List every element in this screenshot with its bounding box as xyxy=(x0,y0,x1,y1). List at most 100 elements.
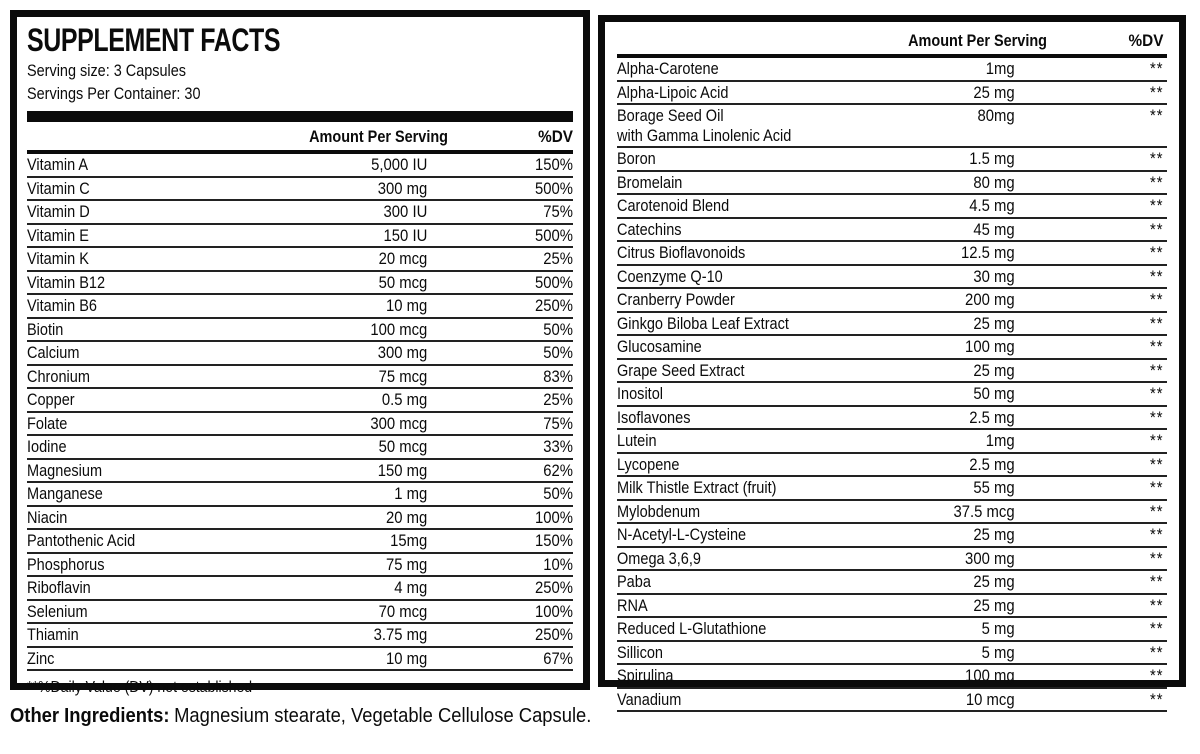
ingredient-row: Coenzyme Q-10 30 mg ** xyxy=(617,266,1167,289)
ingredient-name-block: Grape Seed Extract xyxy=(617,362,877,382)
ingredient-amount: 1mg xyxy=(985,432,1015,450)
ingredient-row: Paba 25 mg ** xyxy=(617,571,1167,595)
ingredient-amount: 5 mg xyxy=(981,643,1015,662)
ingredient-name: Iodine xyxy=(27,438,67,456)
left-table-header: Amount Per Serving %DV xyxy=(27,122,573,154)
ingredient-name: Zinc xyxy=(27,649,55,668)
ingredient-dv: 150% xyxy=(535,532,573,550)
ingredient-dv: 100% xyxy=(535,602,573,621)
ingredient-dv: 500% xyxy=(535,226,573,245)
ingredient-dv: 250% xyxy=(535,579,573,597)
ingredient-amount: 10 mg xyxy=(386,649,428,668)
ingredient-dv: ** xyxy=(1150,107,1164,125)
other-ingredients-line: Other Ingredients: Magnesium stearate, Ve… xyxy=(10,705,591,728)
ingredient-name-block: N-Acetyl-L-Cysteine xyxy=(617,526,877,546)
ingredient-dv: ** xyxy=(1150,83,1164,102)
ingredient-row: Reduced L-Glutathione 5 mg ** xyxy=(617,618,1167,642)
ingredient-row: Sillicon 5 mg ** xyxy=(617,642,1167,665)
ingredient-name: Vitamin K xyxy=(27,250,89,268)
ingredient-dv: ** xyxy=(1150,643,1164,662)
ingredient-name: Calcium xyxy=(27,344,80,362)
ingredient-row: Magnesium 150 mg 62% xyxy=(27,460,573,483)
ingredient-row: Mylobdenum 37.5 mcg ** xyxy=(617,501,1167,524)
ingredient-name: RNA xyxy=(617,596,648,615)
ingredient-name: Isoflavones xyxy=(617,408,691,427)
ingredient-name: Copper xyxy=(27,391,75,409)
ingredient-name: Niacin xyxy=(27,508,68,527)
ingredient-name-block: Mylobdenum xyxy=(617,503,877,523)
ingredient-name: Vitamin D xyxy=(27,203,90,221)
ingredient-row: Niacin 20 mg 100% xyxy=(27,507,573,530)
supplement-facts-title: SUPPLEMENT FACTS xyxy=(27,22,281,58)
ingredient-dv: 50% xyxy=(543,344,573,362)
ingredient-amount: 25 mg xyxy=(973,83,1015,102)
ingredient-name-block: Cranberry Powder xyxy=(617,291,877,311)
ingredient-dv: 75% xyxy=(543,203,573,221)
ingredient-dv: ** xyxy=(1150,197,1164,215)
ingredient-name: Spirulina xyxy=(617,667,674,685)
ingredient-dv: ** xyxy=(1150,361,1164,380)
ingredient-amount: 37.5 mcg xyxy=(953,502,1015,521)
ingredient-row: Alpha-Carotene 1mg ** xyxy=(617,58,1167,82)
ingredient-row: Riboflavin 4 mg 250% xyxy=(27,577,573,601)
ingredient-name-block: Paba xyxy=(617,573,877,593)
ingredient-row: Boron 1.5 mg ** xyxy=(617,148,1167,172)
ingredient-amount: 1mg xyxy=(985,60,1015,78)
ingredient-name: Magnesium xyxy=(27,461,103,480)
ingredient-amount: 300 mg xyxy=(377,179,428,198)
ingredient-name: Vitamin E xyxy=(27,226,89,245)
ingredient-row: Milk Thistle Extract (fruit) 55 mg ** xyxy=(617,477,1167,501)
ingredient-row: Selenium 70 mcg 100% xyxy=(27,601,573,624)
ingredient-row: Lycopene 2.5 mg ** xyxy=(617,454,1167,477)
ingredient-dv: ** xyxy=(1150,432,1164,450)
ingredient-dv: 500% xyxy=(535,273,573,292)
ingredient-name-block: Milk Thistle Extract (fruit) xyxy=(617,479,877,499)
ingredient-dv: ** xyxy=(1150,291,1164,309)
ingredient-name-block: Alpha-Carotene xyxy=(617,60,877,80)
ingredient-dv: ** xyxy=(1150,479,1164,497)
ingredient-name: Vanadium xyxy=(617,690,682,709)
ingredient-name-block: Inositol xyxy=(617,385,877,405)
servings-per-container: Servings Per Container: 30 xyxy=(27,84,201,103)
ingredient-amount: 100 mcg xyxy=(370,320,428,339)
ingredient-amount: 10 mcg xyxy=(965,690,1015,709)
ingredient-amount: 4 mg xyxy=(394,579,428,597)
ingredient-row: Vitamin B6 10 mg 250% xyxy=(27,295,573,319)
ingredient-name-block: Coenzyme Q-10 xyxy=(617,268,877,288)
ingredient-row: Spirulina 100 mg ** xyxy=(617,665,1167,689)
ingredient-amount: 3.75 mg xyxy=(373,626,428,644)
percent-dv-header: %DV xyxy=(538,127,573,146)
ingredient-row: Vitamin E 150 IU 500% xyxy=(27,225,573,248)
ingredient-name: Mylobdenum xyxy=(617,502,701,521)
ingredient-amount: 100 mg xyxy=(965,338,1015,356)
ingredient-name-block: Omega 3,6,9 xyxy=(617,550,877,570)
ingredient-amount: 75 mg xyxy=(386,555,428,574)
ingredient-name-block: Alpha-Lipoic Acid xyxy=(617,84,877,104)
other-ingredients-text: Magnesium stearate, Vegetable Cellulose … xyxy=(174,705,592,727)
ingredient-name: N-Acetyl-L-Cysteine xyxy=(617,526,747,544)
ingredient-dv: ** xyxy=(1150,526,1164,544)
ingredient-name: Alpha-Carotene xyxy=(617,60,719,78)
ingredient-name: Vitamin B12 xyxy=(27,273,106,292)
ingredient-amount: 2.5 mg xyxy=(969,455,1015,474)
ingredient-row: Vitamin C 300 mg 500% xyxy=(27,178,573,201)
ingredient-name: Grape Seed Extract xyxy=(617,361,745,380)
ingredient-dv: 250% xyxy=(535,297,573,315)
divider-bar xyxy=(27,111,573,122)
ingredient-name: Paba xyxy=(617,573,651,591)
ingredient-amount: 75 mcg xyxy=(378,367,428,386)
ingredient-name: Catechins xyxy=(617,220,682,239)
ingredient-name: Carotenoid Blend xyxy=(617,197,730,215)
ingredient-name: Vitamin B6 xyxy=(27,297,97,315)
ingredient-name-block: Glucosamine xyxy=(617,338,877,358)
ingredient-name-block: Catechins xyxy=(617,221,877,241)
ingredient-dv: ** xyxy=(1150,667,1164,685)
ingredient-row: Zinc 10 mg 67% xyxy=(27,648,573,671)
ingredient-row: RNA 25 mg ** xyxy=(617,595,1167,618)
ingredient-row: Thiamin 3.75 mg 250% xyxy=(27,624,573,648)
ingredient-row: Isoflavones 2.5 mg ** xyxy=(617,407,1167,430)
ingredient-name: Manganese xyxy=(27,485,103,503)
ingredient-name: Vitamin A xyxy=(27,156,89,174)
ingredient-name: Boron xyxy=(617,150,656,168)
ingredient-name: Riboflavin xyxy=(27,579,91,597)
